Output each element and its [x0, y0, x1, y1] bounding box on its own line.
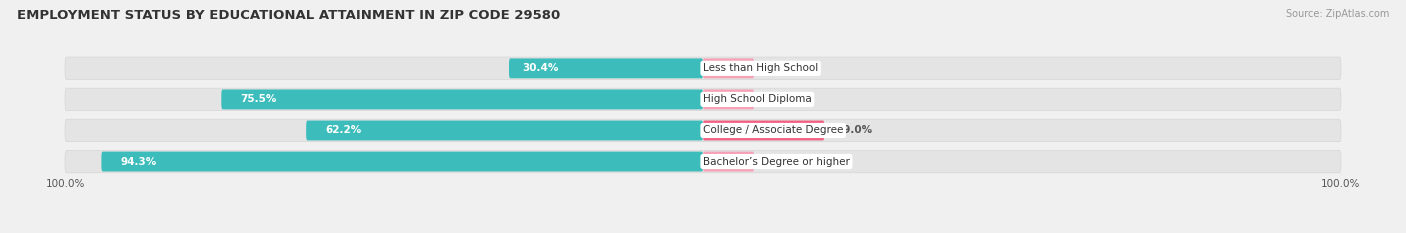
- Text: 75.5%: 75.5%: [240, 94, 277, 104]
- Text: 0.0%: 0.0%: [766, 157, 796, 167]
- FancyBboxPatch shape: [703, 152, 754, 171]
- Text: 0.0%: 0.0%: [766, 63, 796, 73]
- Text: High School Diploma: High School Diploma: [703, 94, 811, 104]
- Text: Less than High School: Less than High School: [703, 63, 818, 73]
- Text: 0.0%: 0.0%: [766, 94, 796, 104]
- Text: 94.3%: 94.3%: [121, 157, 157, 167]
- FancyBboxPatch shape: [509, 58, 703, 78]
- Text: 19.0%: 19.0%: [837, 126, 873, 135]
- FancyBboxPatch shape: [65, 119, 1341, 142]
- FancyBboxPatch shape: [703, 89, 754, 109]
- Text: 100.0%: 100.0%: [1322, 179, 1361, 189]
- FancyBboxPatch shape: [65, 88, 1341, 111]
- Text: 62.2%: 62.2%: [325, 126, 361, 135]
- Text: 30.4%: 30.4%: [522, 63, 558, 73]
- FancyBboxPatch shape: [221, 89, 703, 109]
- Text: Bachelor’s Degree or higher: Bachelor’s Degree or higher: [703, 157, 849, 167]
- Text: College / Associate Degree: College / Associate Degree: [703, 126, 844, 135]
- Text: 100.0%: 100.0%: [45, 179, 84, 189]
- FancyBboxPatch shape: [703, 120, 824, 140]
- FancyBboxPatch shape: [65, 57, 1341, 80]
- FancyBboxPatch shape: [703, 58, 754, 78]
- FancyBboxPatch shape: [101, 152, 703, 171]
- Text: EMPLOYMENT STATUS BY EDUCATIONAL ATTAINMENT IN ZIP CODE 29580: EMPLOYMENT STATUS BY EDUCATIONAL ATTAINM…: [17, 9, 560, 22]
- Text: Source: ZipAtlas.com: Source: ZipAtlas.com: [1285, 9, 1389, 19]
- FancyBboxPatch shape: [65, 150, 1341, 173]
- FancyBboxPatch shape: [307, 120, 703, 140]
